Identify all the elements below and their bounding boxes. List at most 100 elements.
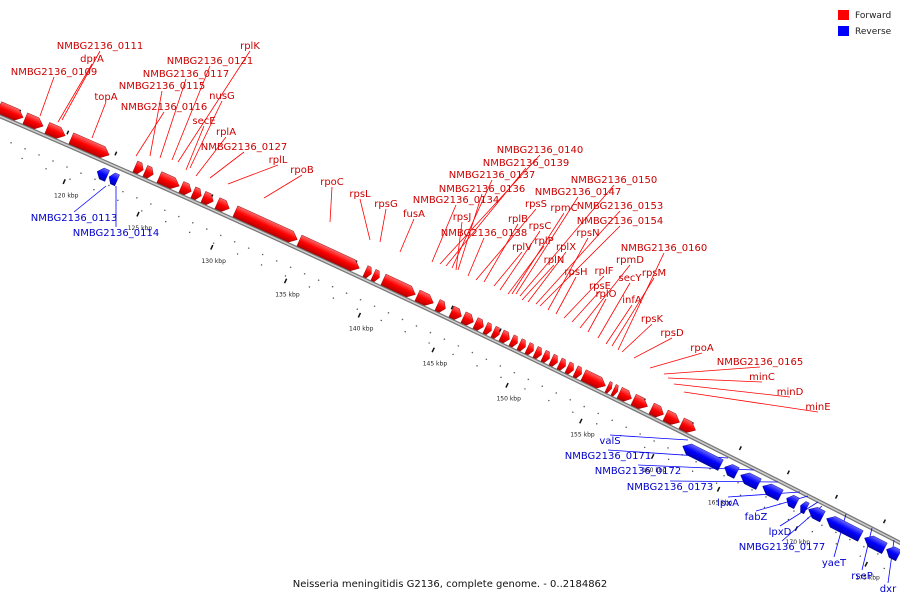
forward-gene-1[interactable] (22, 112, 46, 132)
forward-gene-7[interactable] (178, 181, 194, 196)
forward-gene-22[interactable] (490, 325, 502, 340)
gene-label-forward[interactable]: rpoA (690, 343, 714, 354)
gene-label-reverse[interactable]: rseP (851, 571, 873, 582)
forward-gene-12[interactable] (296, 234, 362, 274)
gene-label-reverse[interactable]: valS (599, 436, 620, 447)
gene-label-forward[interactable]: rplF (595, 266, 614, 277)
gene-label-forward[interactable]: rpsC (529, 221, 552, 232)
gene-label-reverse[interactable]: yaeT (822, 558, 847, 569)
gene-label-forward[interactable]: NMBG2136_0165 (717, 357, 803, 368)
forward-gene-31[interactable] (564, 361, 576, 376)
reverse-gene-5[interactable] (760, 481, 784, 501)
gene-label-forward[interactable]: rpmC (550, 203, 577, 214)
forward-gene-2[interactable] (44, 122, 68, 141)
gene-label-reverse[interactable]: NMBG2136_0172 (595, 466, 681, 477)
gene-label-forward[interactable]: rplV (512, 242, 532, 253)
reverse-gene-0[interactable] (95, 166, 110, 182)
forward-gene-17[interactable] (434, 299, 448, 315)
reverse-gene-2[interactable] (680, 441, 724, 471)
reverse-gene-8[interactable] (806, 504, 826, 523)
forward-gene-27[interactable] (532, 346, 544, 360)
reverse-gene-1[interactable] (107, 171, 120, 187)
reverse-gene-10[interactable] (862, 533, 888, 554)
forward-gene-36[interactable] (616, 387, 634, 404)
gene-label-forward[interactable]: secE (192, 116, 215, 127)
reverse-gene-4[interactable] (738, 470, 762, 490)
gene-label-reverse[interactable]: dxr (880, 584, 897, 595)
gene-label-forward[interactable]: NMBG2136_0160 (621, 243, 707, 254)
gene-label-forward[interactable]: nusG (209, 91, 235, 102)
gene-label-forward[interactable]: rpsH (564, 267, 587, 278)
forward-gene-30[interactable] (556, 357, 568, 372)
reverse-gene-11[interactable] (884, 544, 900, 562)
forward-gene-23[interactable] (498, 329, 512, 345)
forward-gene-15[interactable] (380, 273, 418, 300)
gene-label-forward[interactable]: rpsL (349, 189, 371, 200)
forward-gene-32[interactable] (572, 365, 584, 380)
forward-gene-18[interactable] (448, 305, 464, 322)
forward-gene-5[interactable] (142, 165, 156, 180)
forward-gene-10[interactable] (214, 197, 232, 214)
gene-label-forward[interactable]: rplL (269, 155, 288, 166)
gene-label-forward[interactable]: NMBG2136_0153 (577, 201, 663, 212)
forward-gene-35[interactable] (610, 384, 620, 397)
gene-label-forward[interactable]: NMBG2136_0121 (167, 56, 253, 67)
gene-label-forward[interactable]: NMBG2136_0109 (11, 67, 97, 78)
gene-label-forward[interactable]: NMBG2136_0134 (413, 195, 499, 206)
forward-gene-3[interactable] (68, 132, 112, 161)
forward-gene-28[interactable] (540, 350, 552, 364)
gene-label-forward[interactable]: rpsJ (453, 212, 472, 223)
forward-gene-40[interactable] (678, 417, 698, 436)
gene-label-forward[interactable]: fusA (403, 209, 425, 220)
gene-label-forward[interactable]: rpmD (616, 255, 644, 266)
gene-label-forward[interactable]: rplN (544, 255, 565, 266)
gene-label-forward[interactable]: NMBG2136_0137 (449, 170, 535, 181)
forward-gene-29[interactable] (548, 353, 560, 368)
gene-label-forward[interactable]: rpsM (642, 268, 666, 279)
gene-label-forward[interactable]: rpoB (290, 165, 314, 176)
gene-label-forward[interactable]: rpsK (641, 314, 664, 325)
gene-label-forward[interactable]: NMBG2136_0117 (143, 69, 229, 80)
gene-label-forward[interactable]: rpsE (589, 281, 611, 292)
gene-label-forward[interactable]: rplO (595, 289, 616, 300)
forward-gene-24[interactable] (508, 334, 520, 349)
gene-label-forward[interactable]: NMBG2136_0138 (441, 228, 527, 239)
gene-label-reverse[interactable]: lpxA (717, 498, 739, 509)
gene-label-forward[interactable]: NMBG2136_0140 (497, 145, 583, 156)
forward-gene-33[interactable] (580, 369, 608, 392)
forward-gene-20[interactable] (472, 317, 486, 333)
forward-gene-37[interactable] (630, 393, 650, 412)
gene-label-reverse[interactable]: NMBG2136_0177 (739, 542, 825, 553)
forward-gene-26[interactable] (524, 342, 536, 357)
gene-label-forward[interactable]: rplK (240, 41, 260, 52)
forward-gene-25[interactable] (516, 338, 528, 353)
gene-label-forward[interactable]: rplA (216, 127, 236, 138)
gene-label-forward[interactable]: NMBG2136_0139 (483, 158, 569, 169)
forward-gene-16[interactable] (414, 289, 436, 308)
gene-label-forward[interactable]: infA (622, 295, 642, 306)
reverse-gene-9[interactable] (824, 513, 864, 542)
forward-gene-19[interactable] (460, 311, 476, 328)
forward-gene-11[interactable] (232, 205, 300, 245)
gene-label-forward[interactable]: NMBG2136_0116 (121, 102, 207, 113)
gene-label-forward[interactable]: NMBG2136_0150 (571, 175, 657, 186)
gene-label-forward[interactable]: minD (777, 387, 804, 398)
forward-gene-21[interactable] (482, 322, 494, 336)
gene-label-forward[interactable]: secY (619, 273, 643, 284)
gene-label-forward[interactable]: rplX (556, 242, 576, 253)
gene-label-forward[interactable]: minE (805, 402, 830, 413)
gene-label-reverse[interactable]: NMBG2136_0114 (73, 228, 159, 239)
gene-label-reverse[interactable]: NMBG2136_0113 (31, 213, 117, 224)
gene-label-forward[interactable]: rplB (508, 214, 528, 225)
gene-label-forward[interactable]: NMBG2136_0127 (201, 142, 287, 153)
gene-label-forward[interactable]: topA (94, 92, 117, 103)
gene-label-forward[interactable]: rpsS (525, 199, 547, 210)
forward-gene-8[interactable] (190, 186, 204, 202)
forward-gene-4[interactable] (132, 160, 146, 176)
forward-gene-34[interactable] (604, 381, 614, 394)
gene-label-forward[interactable]: rpsN (576, 228, 599, 239)
gene-label-forward[interactable]: NMBG2136_0111 (57, 41, 143, 52)
gene-label-reverse[interactable]: NMBG2136_0173 (627, 482, 713, 493)
gene-label-forward[interactable]: minC (749, 372, 775, 383)
gene-label-forward[interactable]: NMBG2136_0147 (535, 187, 621, 198)
